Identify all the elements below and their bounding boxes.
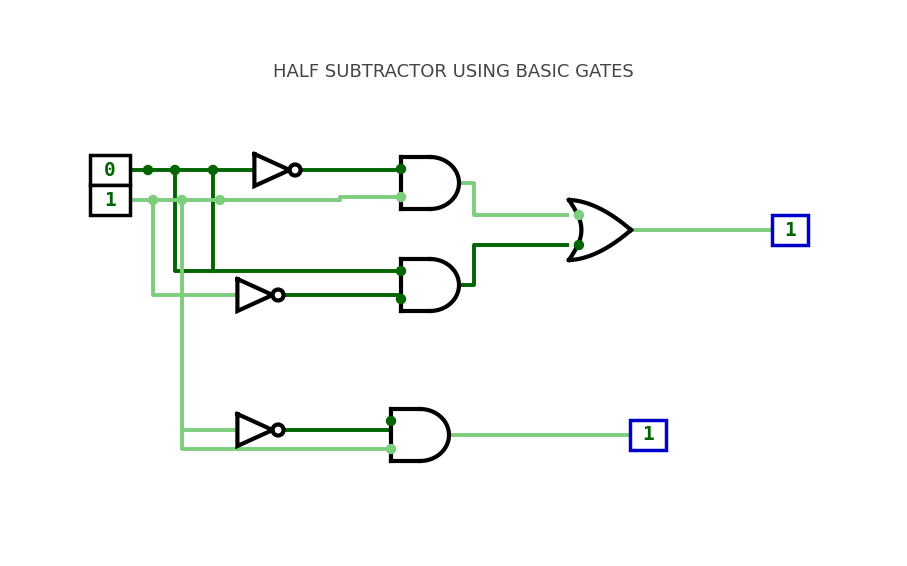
Circle shape [216, 195, 225, 204]
Polygon shape [401, 157, 459, 209]
Circle shape [386, 444, 395, 453]
Bar [772, 215, 808, 245]
Circle shape [143, 165, 152, 174]
Circle shape [386, 417, 395, 426]
Bar [90, 155, 130, 185]
Circle shape [574, 241, 583, 250]
Polygon shape [569, 200, 631, 260]
Circle shape [396, 192, 405, 201]
Circle shape [396, 267, 405, 276]
Circle shape [289, 165, 300, 175]
Text: 1: 1 [785, 221, 795, 239]
Circle shape [396, 165, 405, 173]
Polygon shape [238, 414, 273, 446]
Text: HALF SUBTRACTOR USING BASIC GATES: HALF SUBTRACTOR USING BASIC GATES [273, 63, 634, 81]
Circle shape [574, 211, 583, 220]
Circle shape [178, 195, 187, 204]
Circle shape [396, 294, 405, 303]
Circle shape [149, 195, 158, 204]
Circle shape [273, 424, 284, 435]
Circle shape [273, 289, 284, 301]
Circle shape [171, 165, 180, 174]
Polygon shape [254, 154, 289, 186]
Bar [630, 420, 666, 450]
Text: 1: 1 [642, 426, 654, 444]
Polygon shape [401, 259, 459, 311]
Polygon shape [391, 409, 449, 461]
Polygon shape [569, 200, 631, 260]
Text: 0: 0 [104, 161, 116, 179]
Text: 1: 1 [104, 191, 116, 209]
Circle shape [209, 165, 218, 174]
Polygon shape [238, 279, 273, 311]
Bar [90, 185, 130, 215]
